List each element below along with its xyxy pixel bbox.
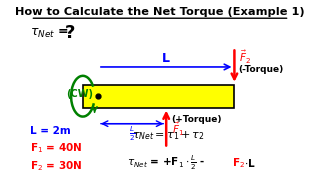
Text: (+Torque): (+Torque): [172, 115, 222, 124]
Text: F$_1$ = 40N: F$_1$ = 40N: [30, 142, 83, 155]
Text: ?: ?: [65, 24, 75, 42]
Text: $\tau_{Net} = \tau_1 + \tau_2$: $\tau_{Net} = \tau_1 + \tau_2$: [132, 130, 205, 143]
Text: $\vec{F}_2$: $\vec{F}_2$: [238, 49, 251, 66]
Text: F$_2$: F$_2$: [232, 156, 245, 170]
Text: (CW): (CW): [67, 89, 93, 99]
Text: $\cdot$L: $\cdot$L: [244, 157, 255, 169]
Bar: [83, 85, 235, 108]
Text: F$_2$ = 30N: F$_2$ = 30N: [30, 159, 83, 173]
Text: L: L: [162, 52, 170, 65]
Text: $\frac{L}{2}$: $\frac{L}{2}$: [129, 125, 135, 143]
Text: How to Calculate the Net Torque (Example 1): How to Calculate the Net Torque (Example…: [15, 7, 305, 17]
Text: $\tau_{Net}$ = +F$_1 \cdot \frac{L}{2}$ -: $\tau_{Net}$ = +F$_1 \cdot \frac{L}{2}$ …: [127, 153, 206, 172]
Text: $\tau_{Net}$ =: $\tau_{Net}$ =: [30, 27, 70, 40]
Text: $\vec{F}_1$: $\vec{F}_1$: [172, 120, 184, 138]
Text: (-Torque): (-Torque): [238, 65, 284, 74]
Text: L = 2m: L = 2m: [30, 126, 71, 136]
